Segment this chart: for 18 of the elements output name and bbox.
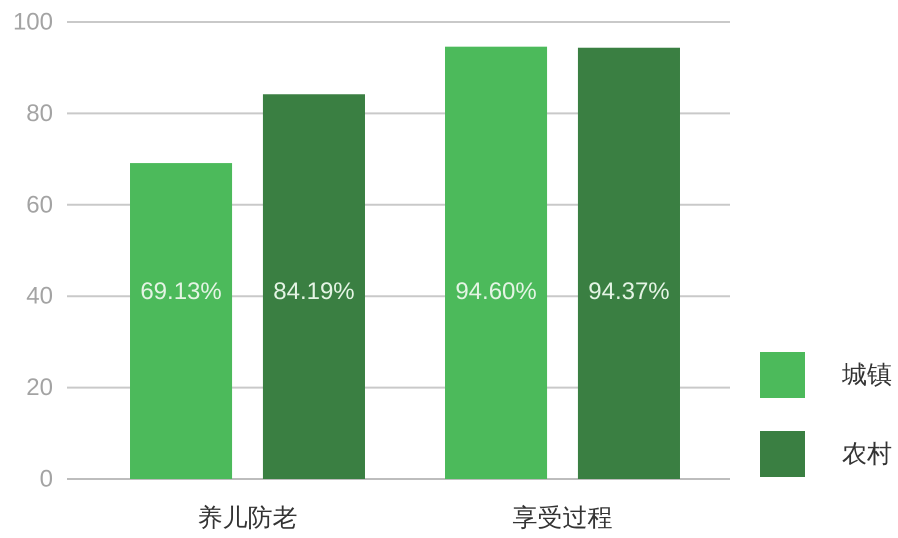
bar [445,46,548,479]
y-tick-label: 80 [26,100,53,127]
legend-label: 城镇 [841,361,892,389]
x-tick-label: 享受过程 [512,504,612,532]
data-label: 84.19% [273,278,355,306]
data-label: 94.60% [455,278,537,306]
data-label: 69.13% [140,278,222,306]
x-tick-label: 养儿防老 [198,504,298,532]
data-label: 94.37% [588,278,670,306]
bar [262,94,365,479]
legend-label: 农村 [842,440,892,468]
y-tick-label: 0 [40,466,53,492]
y-tick-label: 20 [26,374,53,402]
bar [578,48,680,479]
y-tick-label: 40 [26,282,53,310]
bar [130,163,232,479]
y-tick-label: 60 [26,191,53,218]
y-tick-label: 100 [12,8,53,36]
